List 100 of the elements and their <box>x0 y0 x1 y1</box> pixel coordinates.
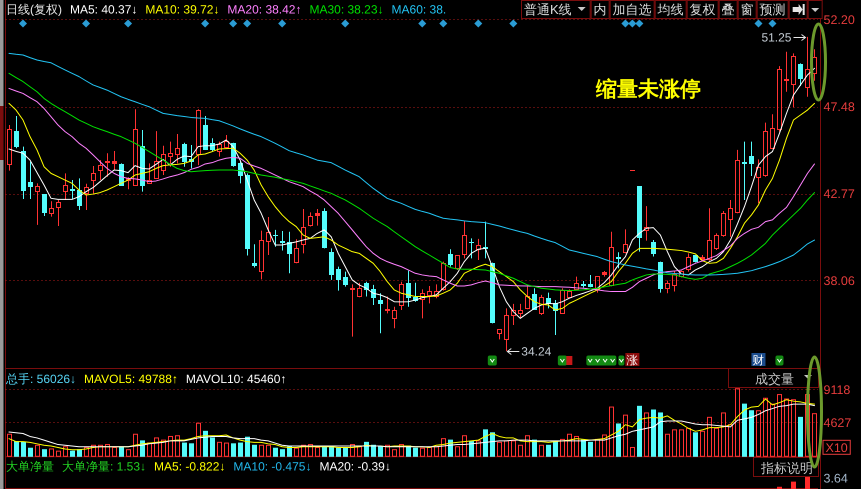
candlestick <box>203 115 208 150</box>
candlestick <box>301 208 306 254</box>
candlestick <box>434 284 439 299</box>
candlestick <box>448 248 453 268</box>
bar <box>238 442 243 457</box>
bar <box>665 434 670 457</box>
bar <box>161 440 166 457</box>
bar <box>672 429 677 457</box>
bar <box>420 448 425 457</box>
annotation: 加自选 <box>612 2 652 17</box>
candlestick <box>49 200 54 218</box>
candlestick <box>588 274 593 288</box>
bar <box>378 446 383 457</box>
candlestick <box>357 282 362 298</box>
bar <box>112 446 117 457</box>
candlestick <box>147 162 152 184</box>
bar <box>525 435 530 457</box>
bar <box>623 414 628 457</box>
candlestick <box>70 180 75 200</box>
candlestick <box>784 51 789 92</box>
bar <box>203 430 208 457</box>
annotation: 普通K线 <box>524 2 572 17</box>
candlestick <box>350 284 355 338</box>
candlestick <box>609 231 614 286</box>
candlestick <box>105 152 110 178</box>
candlestick <box>679 270 684 278</box>
y-axis-title: X10 <box>826 440 848 455</box>
bar <box>329 446 334 457</box>
candlestick <box>140 129 145 192</box>
bar <box>42 449 47 457</box>
candlestick <box>616 252 621 269</box>
text: MAVOL5: 49788↑ <box>84 372 178 386</box>
text: MA10: -0.475↓ <box>233 460 312 474</box>
candlestick <box>441 261 446 292</box>
candlestick <box>504 308 509 352</box>
bar <box>441 438 446 457</box>
bar <box>98 444 103 457</box>
candlestick <box>574 276 579 290</box>
bar <box>273 448 278 457</box>
bar <box>231 443 236 457</box>
bar <box>812 413 817 457</box>
bar <box>350 444 355 457</box>
bar <box>637 406 642 457</box>
candlestick <box>805 36 810 98</box>
line-series <box>8 398 815 450</box>
bar <box>413 448 418 457</box>
candlestick <box>294 238 299 264</box>
candlestick <box>112 150 117 171</box>
candlestick <box>749 141 754 176</box>
candlestick <box>686 252 691 272</box>
annotation: 成交量 <box>755 372 794 386</box>
candlestick <box>175 134 180 164</box>
candlestick <box>336 266 341 292</box>
candlestick <box>343 271 348 288</box>
annotation: 内 <box>594 2 607 17</box>
bar <box>280 449 285 457</box>
candlestick <box>707 208 712 262</box>
bar <box>686 428 691 457</box>
bar <box>336 448 341 457</box>
candlestick <box>378 292 383 334</box>
candlestick <box>329 248 334 280</box>
bar <box>756 410 761 457</box>
candlestick <box>133 108 138 186</box>
candlestick <box>98 160 103 181</box>
candlestick <box>420 288 425 319</box>
bar <box>77 449 82 457</box>
bar <box>707 416 712 457</box>
candlestick <box>196 108 201 166</box>
annotation: 窗 <box>740 2 754 17</box>
bar <box>679 429 684 457</box>
text: MA5: -0.822↓ <box>154 460 226 474</box>
candlestick <box>546 292 551 309</box>
bar <box>119 446 124 457</box>
candlestick <box>595 276 600 294</box>
bar <box>126 449 131 457</box>
bar <box>175 435 180 457</box>
text: 总手: 56026↓ <box>5 372 76 386</box>
candlestick <box>161 145 166 176</box>
bar <box>7 434 12 457</box>
chart-title: 大单净量 <box>6 460 54 474</box>
bar <box>511 440 516 457</box>
bar <box>546 444 551 457</box>
bar <box>483 429 488 457</box>
bar <box>287 446 292 457</box>
line-series <box>8 404 815 448</box>
bar <box>462 435 467 457</box>
bar <box>763 398 768 457</box>
candlestick <box>91 166 96 194</box>
bar <box>798 416 803 457</box>
candlestick <box>511 303 516 326</box>
candlestick <box>476 238 481 260</box>
candlestick <box>217 141 222 158</box>
candlestick <box>371 284 376 306</box>
bar <box>455 446 460 457</box>
candlestick <box>455 254 460 270</box>
bar <box>644 412 649 457</box>
text: MA5: 40.37↓ <box>70 2 138 16</box>
candlestick <box>399 281 404 311</box>
candlestick <box>462 220 467 259</box>
candlestick <box>693 254 698 263</box>
